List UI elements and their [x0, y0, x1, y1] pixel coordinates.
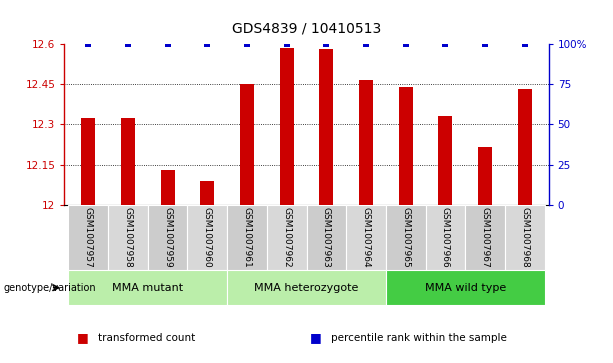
Bar — [161, 170, 175, 205]
Bar — [505, 205, 545, 270]
Text: GSM1007964: GSM1007964 — [362, 207, 370, 268]
Text: GSM1007958: GSM1007958 — [123, 207, 132, 268]
Text: GSM1007962: GSM1007962 — [282, 207, 291, 268]
Text: GSM1007961: GSM1007961 — [243, 207, 251, 268]
Text: GSM1007967: GSM1007967 — [481, 207, 490, 268]
Text: MMA mutant: MMA mutant — [112, 283, 183, 293]
Bar — [386, 205, 425, 270]
Bar — [518, 89, 531, 205]
Text: genotype/variation: genotype/variation — [3, 283, 96, 293]
Bar — [306, 205, 346, 270]
Text: GSM1007959: GSM1007959 — [163, 207, 172, 268]
Text: GSM1007960: GSM1007960 — [203, 207, 211, 268]
Bar — [240, 84, 254, 205]
Text: GDS4839 / 10410513: GDS4839 / 10410513 — [232, 22, 381, 36]
Bar — [478, 147, 492, 205]
Bar — [200, 181, 214, 205]
Bar — [68, 205, 108, 270]
Text: GSM1007968: GSM1007968 — [520, 207, 529, 268]
Bar — [465, 205, 505, 270]
Text: GSM1007966: GSM1007966 — [441, 207, 450, 268]
Bar — [267, 205, 306, 270]
Text: GSM1007965: GSM1007965 — [402, 207, 410, 268]
Bar — [386, 270, 545, 305]
Bar — [319, 49, 333, 205]
Text: transformed count: transformed count — [98, 333, 196, 343]
Bar — [121, 118, 135, 205]
Text: MMA heterozygote: MMA heterozygote — [254, 283, 359, 293]
Bar — [68, 270, 227, 305]
Text: ■: ■ — [310, 331, 321, 344]
Text: GSM1007957: GSM1007957 — [84, 207, 93, 268]
Text: percentile rank within the sample: percentile rank within the sample — [331, 333, 507, 343]
Bar — [425, 205, 465, 270]
Bar — [227, 205, 267, 270]
Bar — [399, 87, 413, 205]
Bar — [280, 48, 294, 205]
Bar — [346, 205, 386, 270]
Bar — [359, 80, 373, 205]
Text: MMA wild type: MMA wild type — [425, 283, 506, 293]
Bar — [108, 205, 148, 270]
Bar — [438, 116, 452, 205]
Text: GSM1007963: GSM1007963 — [322, 207, 331, 268]
Bar — [82, 118, 95, 205]
Bar — [188, 205, 227, 270]
Text: ■: ■ — [77, 331, 88, 344]
Bar — [227, 270, 386, 305]
Bar — [148, 205, 188, 270]
